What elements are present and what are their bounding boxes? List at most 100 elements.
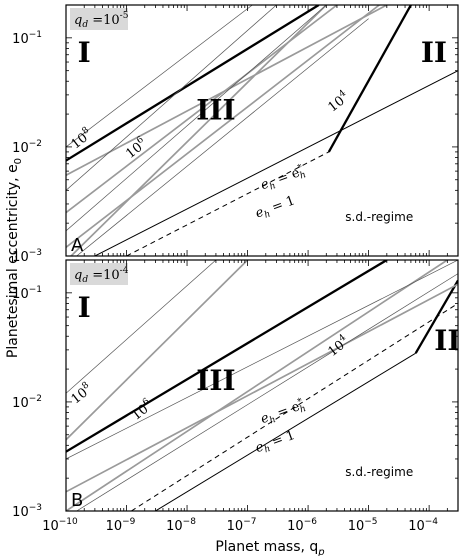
x-tick-label: 10−4 — [408, 517, 438, 534]
x-tick-base: 10 — [42, 519, 59, 534]
qd-eq: =10 — [88, 268, 120, 283]
gray-contour-line — [66, 260, 448, 511]
y-tick-base: 10 — [12, 250, 29, 265]
region-label: II — [421, 36, 447, 69]
boundary-line — [327, 5, 412, 153]
contour-label: eh = e*h — [258, 163, 307, 196]
qd-eq: =10 — [88, 13, 120, 28]
region-label: II — [434, 324, 460, 357]
eh-star-line — [126, 151, 330, 256]
qd-badge-bg — [70, 263, 128, 285]
gray-contour-line — [66, 260, 249, 441]
eh-1-line — [94, 70, 458, 256]
x-tick-label: 10−7 — [227, 517, 257, 534]
label-sup: 4 — [337, 88, 348, 100]
contour-label: 104 — [324, 333, 352, 360]
region-label: III — [196, 364, 235, 397]
sd-regime-label: s.d.-regime — [345, 465, 413, 479]
label-sup: 6 — [141, 396, 152, 408]
label-sub: h — [268, 415, 277, 426]
y-tick-exp: −3 — [29, 248, 42, 258]
qd-label: qd =10-5 — [74, 11, 129, 30]
thin-contour-line — [66, 5, 253, 148]
y-tick-label: 10−3 — [12, 248, 42, 265]
qd-badge: qd =10-4 — [70, 263, 129, 285]
y-tick-label: 10−1 — [12, 30, 42, 47]
x-axis-title-sub: p — [317, 547, 324, 556]
x-tick-exp: −8 — [183, 517, 197, 527]
label-rest-sup: * — [296, 163, 304, 174]
qd-sub: d — [82, 275, 88, 285]
y-tick-base: 10 — [12, 32, 29, 47]
x-tick-base: 10 — [227, 519, 244, 534]
y-tick-exp: −1 — [29, 30, 42, 40]
x-tick-base: 10 — [106, 519, 123, 534]
y-tick-exp: −1 — [29, 285, 42, 295]
qd-sub: d — [82, 20, 88, 30]
region-label: III — [196, 93, 235, 126]
y-tick-label: 10−3 — [12, 503, 42, 520]
qd-label: qd =10-4 — [74, 266, 129, 285]
label-rest-sub: h — [299, 170, 308, 181]
label-rest-sub: h — [299, 404, 308, 415]
eh-star-line — [131, 302, 458, 511]
gray-contour-line — [69, 5, 327, 256]
x-tick-label: 10−6 — [287, 517, 317, 534]
x-axis-title-text: Planet mass, q — [215, 539, 318, 555]
thin-contour-line — [66, 5, 327, 232]
qd-exp: -4 — [120, 266, 129, 276]
y-tick-exp: −3 — [29, 503, 42, 513]
label-sup: 8 — [80, 125, 91, 137]
x-tick-exp: −9 — [122, 517, 136, 527]
qd-q: q — [74, 268, 82, 283]
y-axis-title: Planetesimal eccentricity, e0 — [5, 158, 24, 358]
contour-label: eh = e*h — [258, 396, 307, 429]
label-sub: h — [263, 209, 272, 220]
label-sub: h — [268, 181, 277, 192]
x-axis-title: Planet mass, qp — [215, 539, 324, 556]
x-tick-base: 10 — [166, 519, 183, 534]
y-axis-title-sub: 0 — [13, 158, 24, 164]
eh-1-line — [155, 352, 416, 511]
x-tick-label: 10−10 — [42, 517, 78, 534]
panel-letter: A — [71, 235, 84, 256]
x-tick-label: 10−8 — [166, 517, 196, 534]
boundary-line — [66, 5, 320, 162]
qd-q: q — [74, 13, 82, 28]
thin-contour-line — [76, 18, 369, 256]
label-sup: 4 — [337, 333, 348, 345]
gray-contour-line — [66, 283, 458, 493]
panel-frame — [65, 4, 459, 257]
contour-label: 104 — [324, 88, 352, 115]
panel-frame — [65, 259, 459, 512]
thin-contour-line — [66, 260, 458, 460]
y-tick-exp: −2 — [29, 139, 42, 149]
x-tick-exp: −10 — [59, 517, 78, 527]
x-tick-base: 10 — [348, 519, 365, 534]
label-sup: 8 — [80, 380, 91, 392]
qd-badge-bg — [70, 8, 128, 30]
y-tick-base: 10 — [12, 505, 29, 520]
thin-contour-line — [76, 273, 458, 511]
x-tick-base: 10 — [408, 519, 425, 534]
boundary-line — [66, 260, 388, 453]
region-label: I — [78, 36, 91, 69]
qd-badge: qd =10-5 — [70, 8, 129, 30]
x-tick-exp: −4 — [425, 517, 439, 527]
thin-contour-line — [66, 5, 277, 191]
x-tick-label: 10−9 — [106, 517, 136, 534]
label-rest: = 1 — [266, 428, 297, 451]
gray-contour-line — [66, 5, 380, 249]
x-tick-base: 10 — [287, 519, 304, 534]
contour-label: eh = 1 — [253, 428, 297, 458]
y-tick-label: 10−2 — [12, 139, 42, 156]
sd-regime-label: s.d.-regime — [345, 210, 413, 224]
x-tick-label: 10−5 — [348, 517, 378, 534]
x-tick-exp: −7 — [243, 517, 256, 527]
region-label: I — [78, 291, 91, 324]
